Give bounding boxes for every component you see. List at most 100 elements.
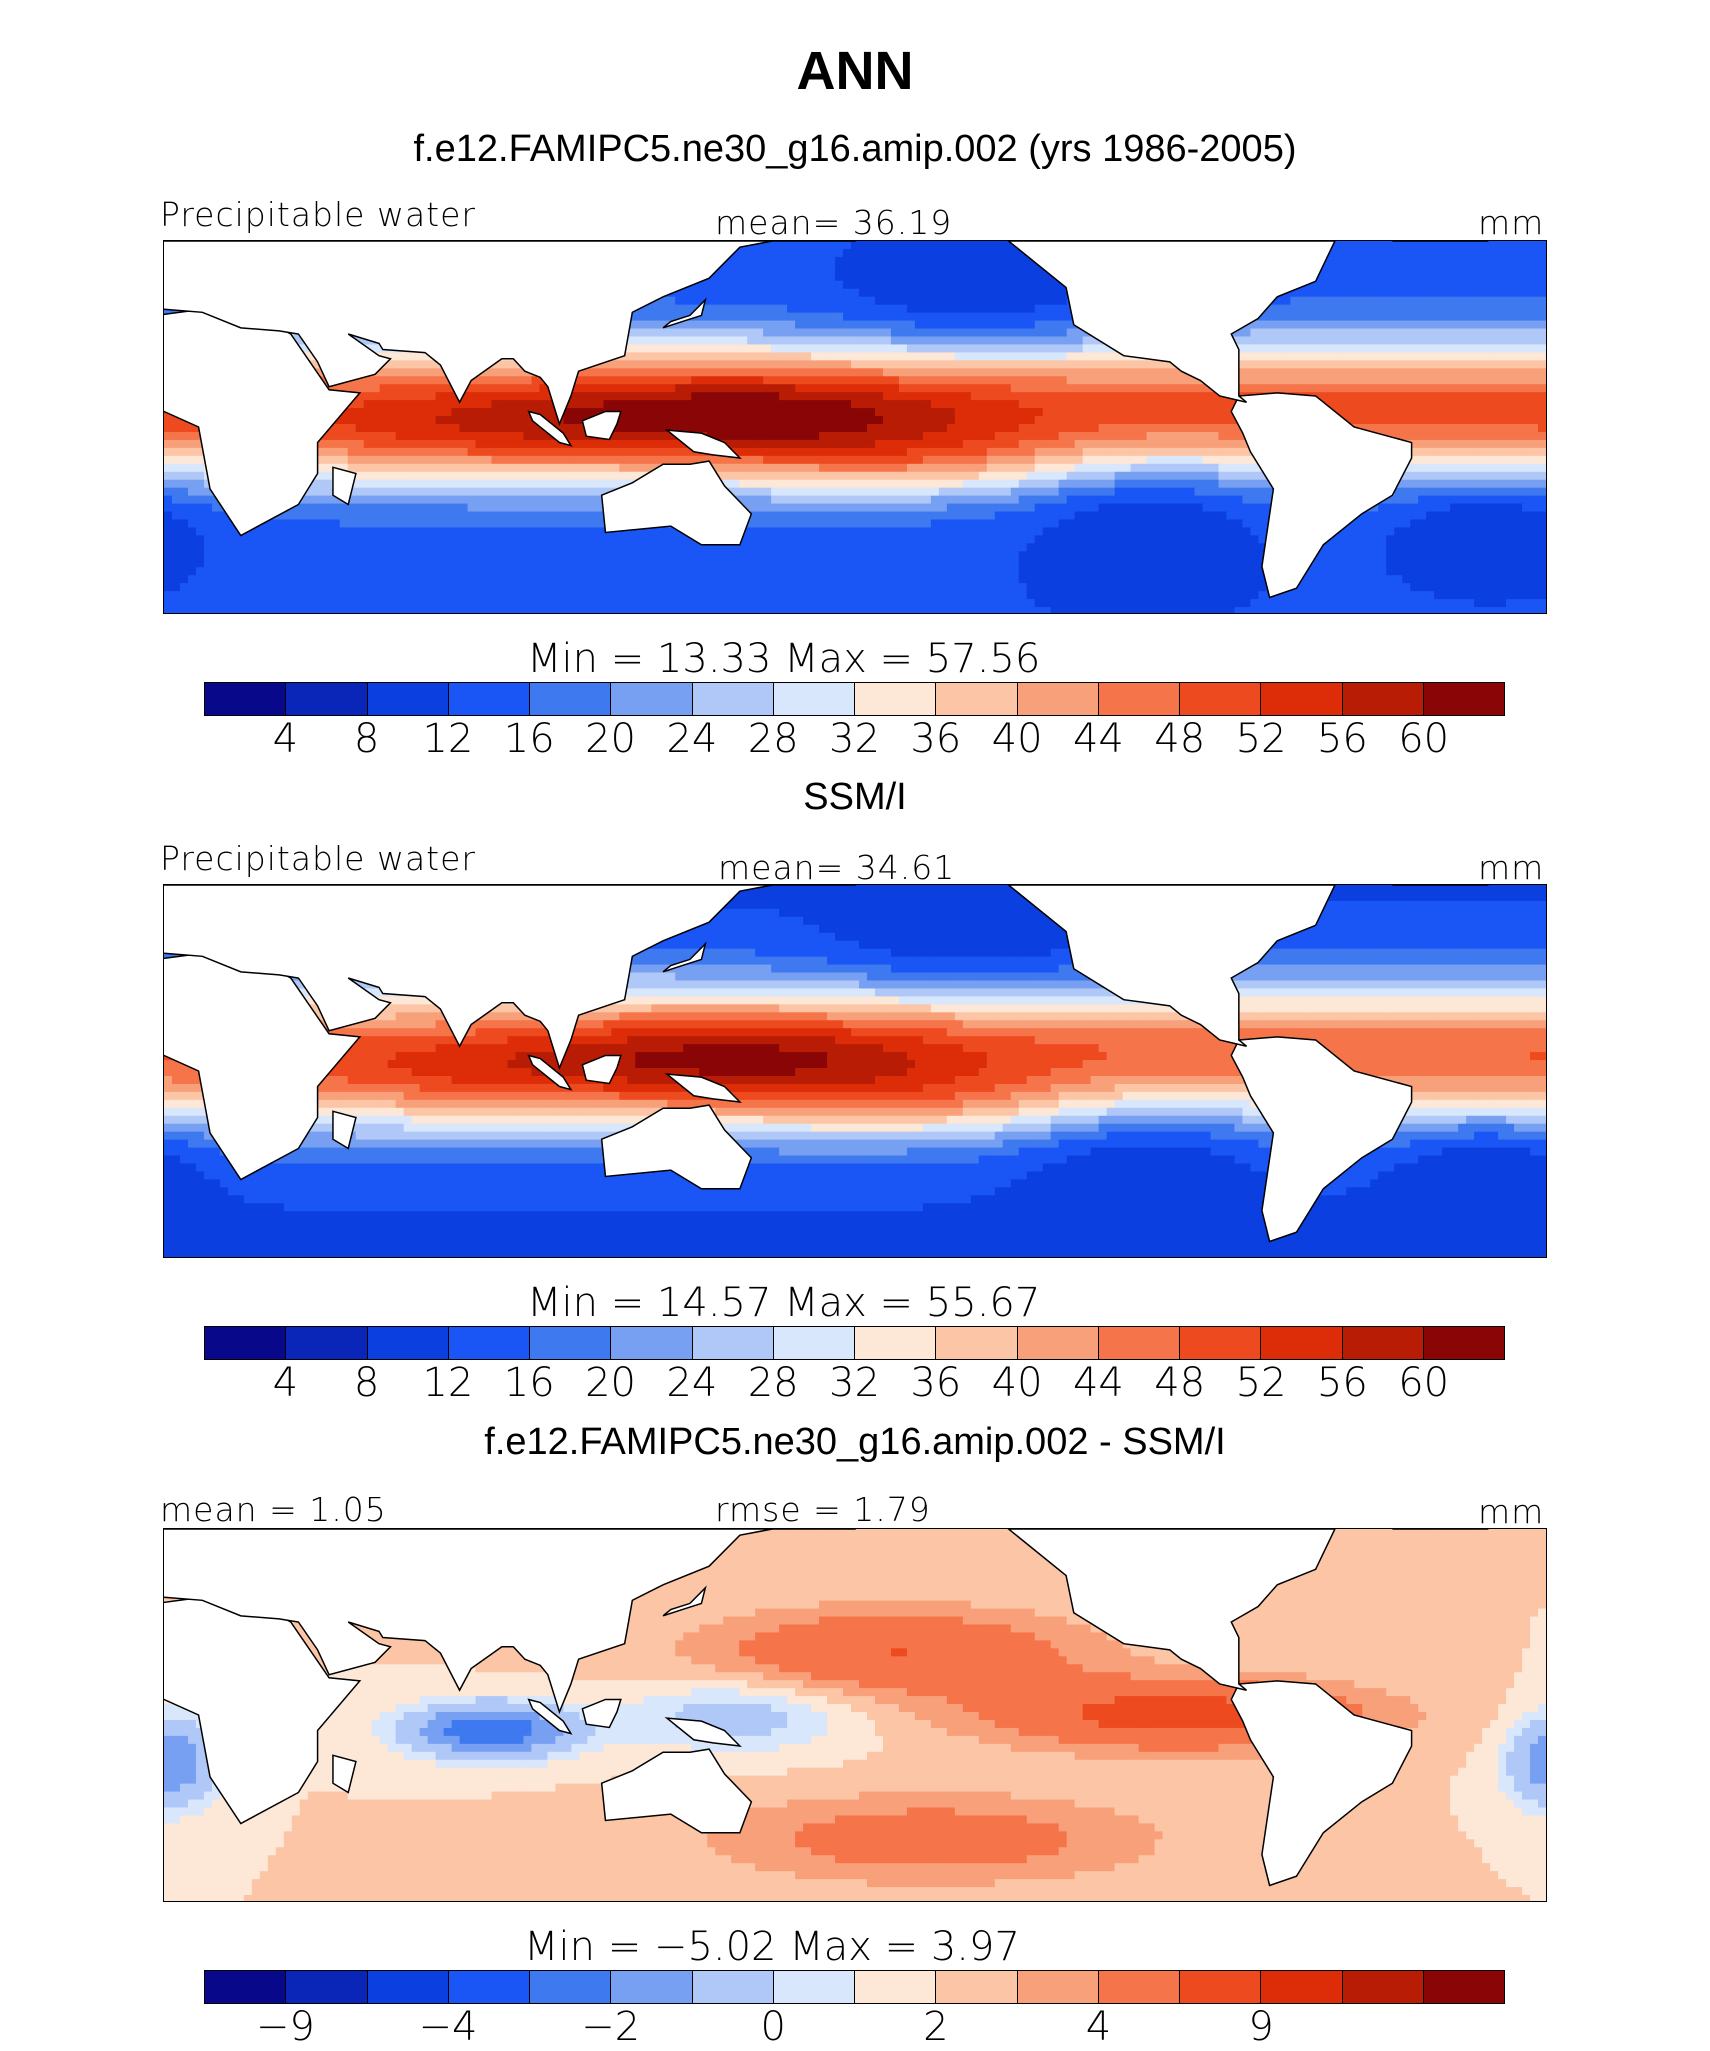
panel-1-map-cell — [164, 463, 173, 473]
panel-1-map-cell — [1386, 320, 1395, 330]
panel-1-map-cell — [1418, 288, 1427, 298]
panel-1-map-cell — [1122, 376, 1132, 385]
panel-1-map-cell — [403, 368, 413, 377]
panel-1-map-cell — [1538, 352, 1546, 361]
panel-1-map-cell — [1322, 336, 1331, 346]
panel-1-map-cell — [467, 416, 477, 425]
panel-1-map-cell — [355, 463, 365, 473]
panel-1-map-cell — [555, 455, 565, 465]
panel-1-map-cell — [355, 431, 365, 441]
panel-1-map-cell — [1218, 431, 1228, 441]
panel-1-map-cell — [1370, 248, 1379, 258]
panel-1-map-cell — [547, 416, 557, 425]
panel-1-map-cell — [763, 384, 772, 393]
panel-1-map-cell — [1106, 352, 1116, 361]
panel-1-map-cell — [699, 344, 708, 353]
panel-1-map-cell — [507, 447, 517, 457]
panel-1-map-cell — [1130, 416, 1140, 425]
panel-1-map-cell — [1506, 408, 1515, 417]
panel-1-map-cell — [763, 328, 772, 338]
panel-1-map-cell — [1338, 248, 1347, 258]
panel-1-map-cell — [1538, 328, 1546, 338]
panel-1-map-cell — [1202, 400, 1212, 409]
panel-1-map-cell — [1458, 431, 1467, 441]
panel-1-map-cell — [1426, 248, 1435, 258]
panel-1-map-cell — [970, 431, 980, 441]
panel-1-map-cell — [914, 264, 924, 274]
panel-1-map-cell — [755, 424, 764, 433]
panel-1-map-cell — [962, 312, 972, 322]
panel-1-map-cell — [1322, 384, 1331, 393]
panel-1-map-cell — [1034, 272, 1044, 282]
panel-1-map-cell — [882, 352, 892, 361]
panel-1-map-cell — [1210, 439, 1220, 449]
panel-1-map-cell — [946, 241, 956, 250]
panel-1-map-cell — [787, 455, 796, 465]
panel-1-map-cell — [890, 360, 900, 369]
panel-1-map-cell — [347, 424, 357, 433]
panel-1-map-cell — [1034, 360, 1044, 369]
panel-1-map-cell — [827, 392, 836, 401]
panel-1-map-cell — [1378, 241, 1387, 250]
panel-1-map-cell — [890, 376, 900, 385]
panel-1-map-cell — [1418, 280, 1427, 290]
panel-1-map-cell — [1002, 264, 1012, 274]
panel-1-map-cell — [771, 241, 780, 250]
panel-1-map-cell — [1138, 392, 1148, 401]
panel-1-map-cell — [1370, 384, 1379, 393]
panel-1-map-cell — [962, 352, 972, 361]
panel-1-map-cell — [1538, 272, 1546, 282]
panel-1-map-cell — [1042, 312, 1052, 322]
panel-1-map-cell — [1082, 416, 1092, 425]
panel-1-map-cell — [779, 408, 788, 417]
panel-1-map-cell — [1138, 408, 1148, 417]
panel-1-map-cell — [1410, 320, 1419, 330]
panel-1-map-cell — [1426, 384, 1435, 393]
panel-1-map-cell — [851, 392, 860, 401]
panel-1-map-cell — [779, 447, 788, 457]
panel-1-map-cell — [779, 384, 788, 393]
panel-1-map-cell — [443, 416, 453, 425]
panel-1-map-cell — [866, 455, 876, 465]
panel-1-map-cell — [994, 241, 1004, 250]
panel-1-map-cell — [1018, 256, 1028, 266]
panel-1-map-cell — [906, 352, 916, 361]
panel-1-map-cell — [1402, 241, 1411, 250]
panel-1-map-cell — [1466, 360, 1475, 369]
panel-1-map-cell — [1394, 408, 1403, 417]
panel-1-map-cell — [1458, 264, 1467, 274]
panel-1-map-cell — [954, 463, 964, 473]
panel-1-map-cell — [1042, 304, 1052, 314]
panel-1-map-cell — [731, 408, 740, 417]
panel-1-map-cell — [914, 400, 924, 409]
panel-1-map-cell — [667, 455, 676, 465]
panel-1-map-cell — [627, 320, 636, 330]
panel-1-map-cell — [667, 392, 676, 401]
panel-1-map-cell — [595, 384, 604, 393]
panel-1-map-cell — [435, 392, 445, 401]
panel-1-map-cell — [555, 424, 565, 433]
panel-1-map-cell — [1010, 447, 1020, 457]
panel-1-map-cell — [507, 368, 517, 377]
panel-1-map-cell — [787, 408, 796, 417]
panel-1-map-cell — [1426, 360, 1435, 369]
panel-1-map-cell — [1354, 368, 1363, 377]
panel-1-map-cell — [1050, 400, 1060, 409]
panel-1-map-cell — [707, 312, 716, 322]
panel-1-map-cell — [651, 328, 660, 338]
panel-1-map-cell — [954, 264, 964, 274]
panel-1-map-cell — [1530, 447, 1539, 457]
panel-1-map-cell — [1458, 376, 1467, 385]
panel-1-map-cell — [1074, 463, 1084, 473]
panel-1-map-cell — [1490, 360, 1499, 369]
panel-1-map-cell — [1434, 384, 1443, 393]
panel-1-map-cell — [1506, 384, 1515, 393]
panel-1-map-cell — [1354, 248, 1363, 258]
panel-1-map-cell — [1498, 455, 1507, 465]
panel-1-map-cell — [1490, 264, 1499, 274]
panel-1-map-cell — [811, 304, 820, 314]
panel-1-map-cell — [1410, 272, 1419, 282]
panel-1-map-cell — [707, 408, 716, 417]
panel-1-map-cell — [1002, 360, 1012, 369]
panel-1-map-cell — [1058, 296, 1068, 306]
